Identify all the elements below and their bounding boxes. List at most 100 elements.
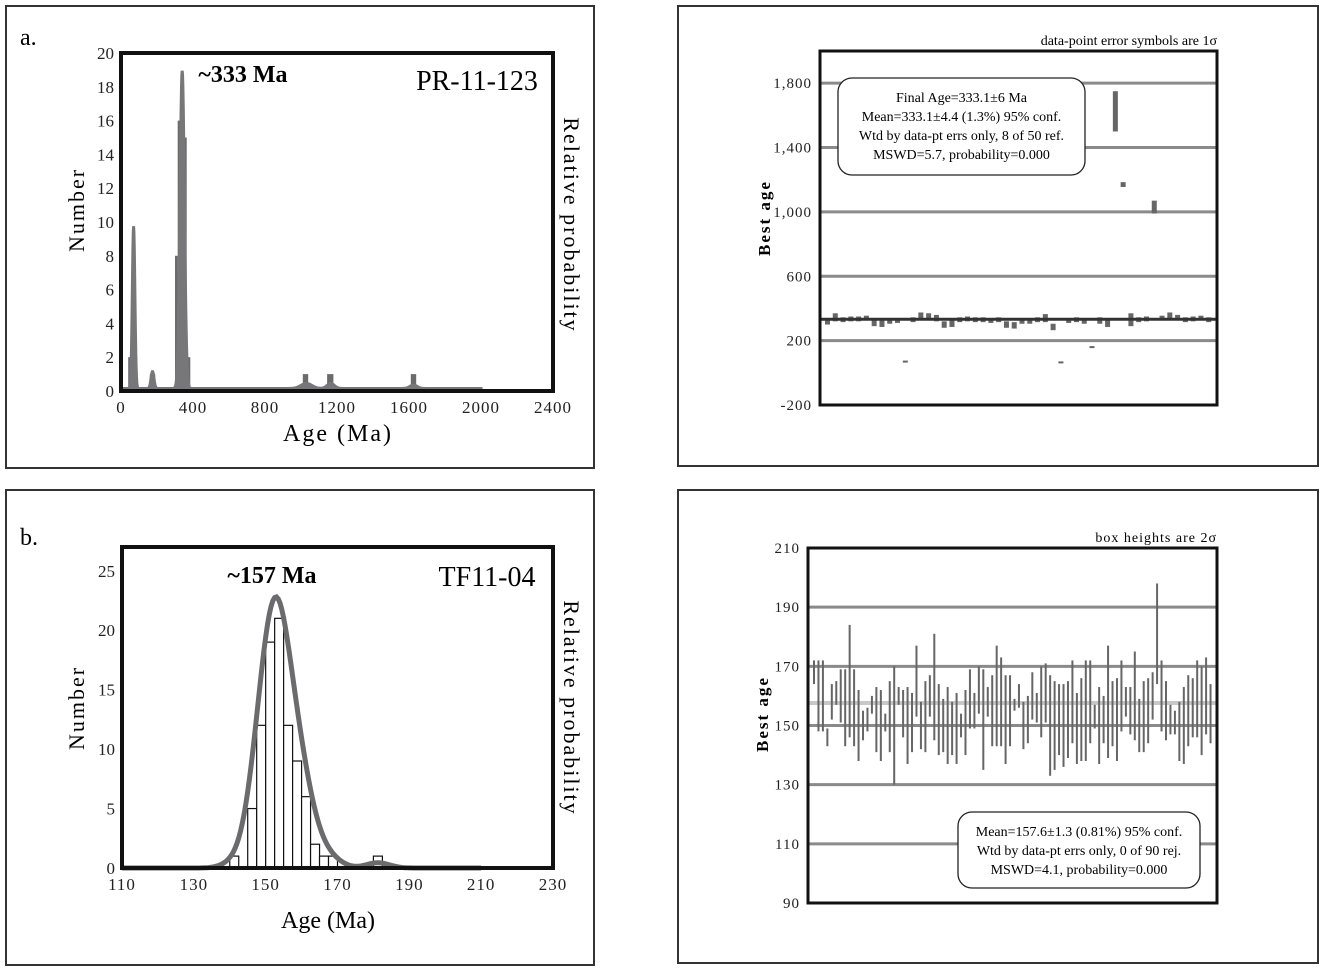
data-point-error-bar — [1066, 681, 1069, 759]
data-point-error-bar — [1209, 684, 1212, 744]
data-point-error-bar — [848, 624, 851, 738]
y-axis-title: Best age — [753, 676, 772, 752]
data-point-error-bar — [1173, 710, 1176, 735]
data-point-error-bar — [946, 687, 949, 764]
statistics-line: Mean=333.1±4.4 (1.3%) 95% conf. — [862, 110, 1061, 125]
statistics-line: Final Age=333.1±6 Ma — [896, 91, 1028, 106]
y2-axis-title: Relative probability — [559, 600, 584, 815]
histogram-bar — [274, 617, 285, 869]
data-point-error-bar — [911, 692, 914, 753]
data-point-error-bar — [1098, 687, 1101, 764]
sample-id-label: TF11-04 — [439, 562, 536, 593]
y-axis-title: Number — [64, 666, 89, 750]
data-point-error-bar — [1058, 684, 1061, 756]
data-point-error-bar — [977, 666, 980, 714]
data-point-error-bar — [1151, 672, 1154, 720]
data-point-error-bar — [942, 698, 945, 753]
data-point-error-bar — [866, 707, 869, 732]
y-tick-label: 90 — [783, 896, 800, 912]
x-tick-label: 2000 — [462, 398, 500, 417]
x-axis-title: Age (Ma) — [283, 421, 393, 447]
error-symbol-note: data-point error symbols are 1σ — [1041, 34, 1218, 49]
data-point-error-bar — [1093, 704, 1096, 729]
data-point-error-bar — [1003, 321, 1009, 328]
data-point-error-bar — [986, 687, 989, 717]
y-tick-label: 1,000 — [773, 205, 812, 221]
data-point-error-bar — [1044, 663, 1047, 723]
data-point-error-bar — [1205, 657, 1208, 735]
data-point-error-bar — [1167, 312, 1173, 319]
histogram-bar — [265, 641, 276, 869]
data-point-error-bar — [1058, 361, 1064, 364]
data-point-error-bar — [1081, 318, 1087, 324]
data-point-error-bar — [955, 692, 958, 764]
data-point-error-bar — [1120, 182, 1126, 187]
data-point-error-bar — [1133, 651, 1136, 741]
data-point-error-bar — [862, 710, 865, 741]
data-point-error-bar — [817, 660, 820, 732]
data-point-error-bar — [1022, 701, 1025, 750]
error-symbol-note: box heights are 2σ — [1095, 531, 1217, 546]
histogram-bar — [410, 374, 417, 391]
data-point-error-bar — [933, 633, 936, 741]
data-point-error-bar — [1196, 660, 1199, 738]
data-point-error-bar — [893, 666, 896, 785]
y-tick-label: 1,400 — [773, 141, 812, 157]
data-point-error-bar — [951, 701, 954, 756]
data-point-error-bar — [1156, 583, 1159, 685]
data-point-error-bar — [1050, 323, 1056, 331]
x-tick-label: 170 — [323, 875, 352, 894]
y-tick-label: 25 — [98, 562, 115, 581]
data-point-error-bar — [960, 713, 963, 738]
y-tick-label: 130 — [775, 778, 801, 794]
data-point-error-bar — [902, 690, 905, 738]
peak-age-annotation: ~333 Ma — [198, 62, 287, 88]
histogram-bar — [256, 724, 267, 869]
y-tick-label: 8 — [106, 247, 115, 266]
data-point-error-bar — [1026, 695, 1029, 744]
y-tick-label: 18 — [97, 78, 114, 97]
histogram-tf11-04: 110 130 150 170 190 210 230 0 5 10 15 20 25 ~157 Ma TF… — [64, 545, 584, 934]
data-point-error-bar — [1009, 675, 1012, 747]
data-point-error-bar — [813, 660, 815, 685]
y-tick-label: 2 — [106, 348, 115, 367]
statistics-box — [957, 811, 1201, 889]
data-point-error-bar — [1178, 701, 1181, 761]
histogram-pr-11-123: 0 400 800 1200 1600 2000 2400 0 2 4 6 8 10 12 14 16 18 20… — [64, 44, 584, 447]
statistics-line: Wtd by data-pt errs only, 0 of 90 rej. — [977, 844, 1181, 859]
sample-id-label: PR-11-123 — [416, 66, 538, 97]
data-point-error-bar — [857, 690, 860, 761]
data-point-error-bar — [821, 660, 824, 732]
data-point-error-bar — [937, 684, 940, 756]
plot-frame — [120, 545, 555, 870]
probability-curve — [119, 70, 483, 393]
statistics-line: Mean=157.6±1.3 (0.81%) 95% conf. — [976, 825, 1182, 840]
y-tick-label: 15 — [98, 681, 115, 700]
y-tick-label: 20 — [97, 44, 114, 63]
histogram-bar — [300, 796, 312, 869]
data-point-error-bar — [1147, 678, 1150, 744]
data-point-error-bar — [1151, 200, 1157, 214]
data-point-error-bar — [1027, 318, 1033, 324]
x-tick-label: 1200 — [318, 398, 356, 417]
data-point-error-bar — [973, 692, 976, 729]
y-tick-label: 200 — [787, 334, 813, 350]
data-point-error-bar — [1019, 318, 1025, 324]
data-point-error-bar — [871, 319, 877, 327]
x-tick-label: 2400 — [534, 398, 572, 417]
data-point-error-bar — [982, 669, 985, 770]
statistics-line: MSWD=5.7, probability=0.000 — [873, 148, 1050, 163]
data-point-error-bar — [991, 675, 994, 747]
data-point-error-bar — [1129, 687, 1132, 735]
x-tick-label: 130 — [180, 875, 209, 894]
data-point-error-bar — [1105, 318, 1111, 327]
statistics-line: Wtd by data-pt errs only, 8 of 50 ref. — [859, 129, 1064, 144]
data-point-error-bar — [1112, 91, 1118, 132]
data-point-error-bar — [1160, 660, 1163, 732]
weighted-mean-pr-11-123: -200 200 600 1,000 1,400 1,800 data-point erro… — [755, 34, 1219, 414]
data-point-error-bar — [1053, 681, 1056, 770]
data-point-error-bar — [1071, 660, 1074, 744]
y-tick-label: 1,800 — [773, 76, 812, 92]
data-point-error-bar — [902, 360, 908, 363]
